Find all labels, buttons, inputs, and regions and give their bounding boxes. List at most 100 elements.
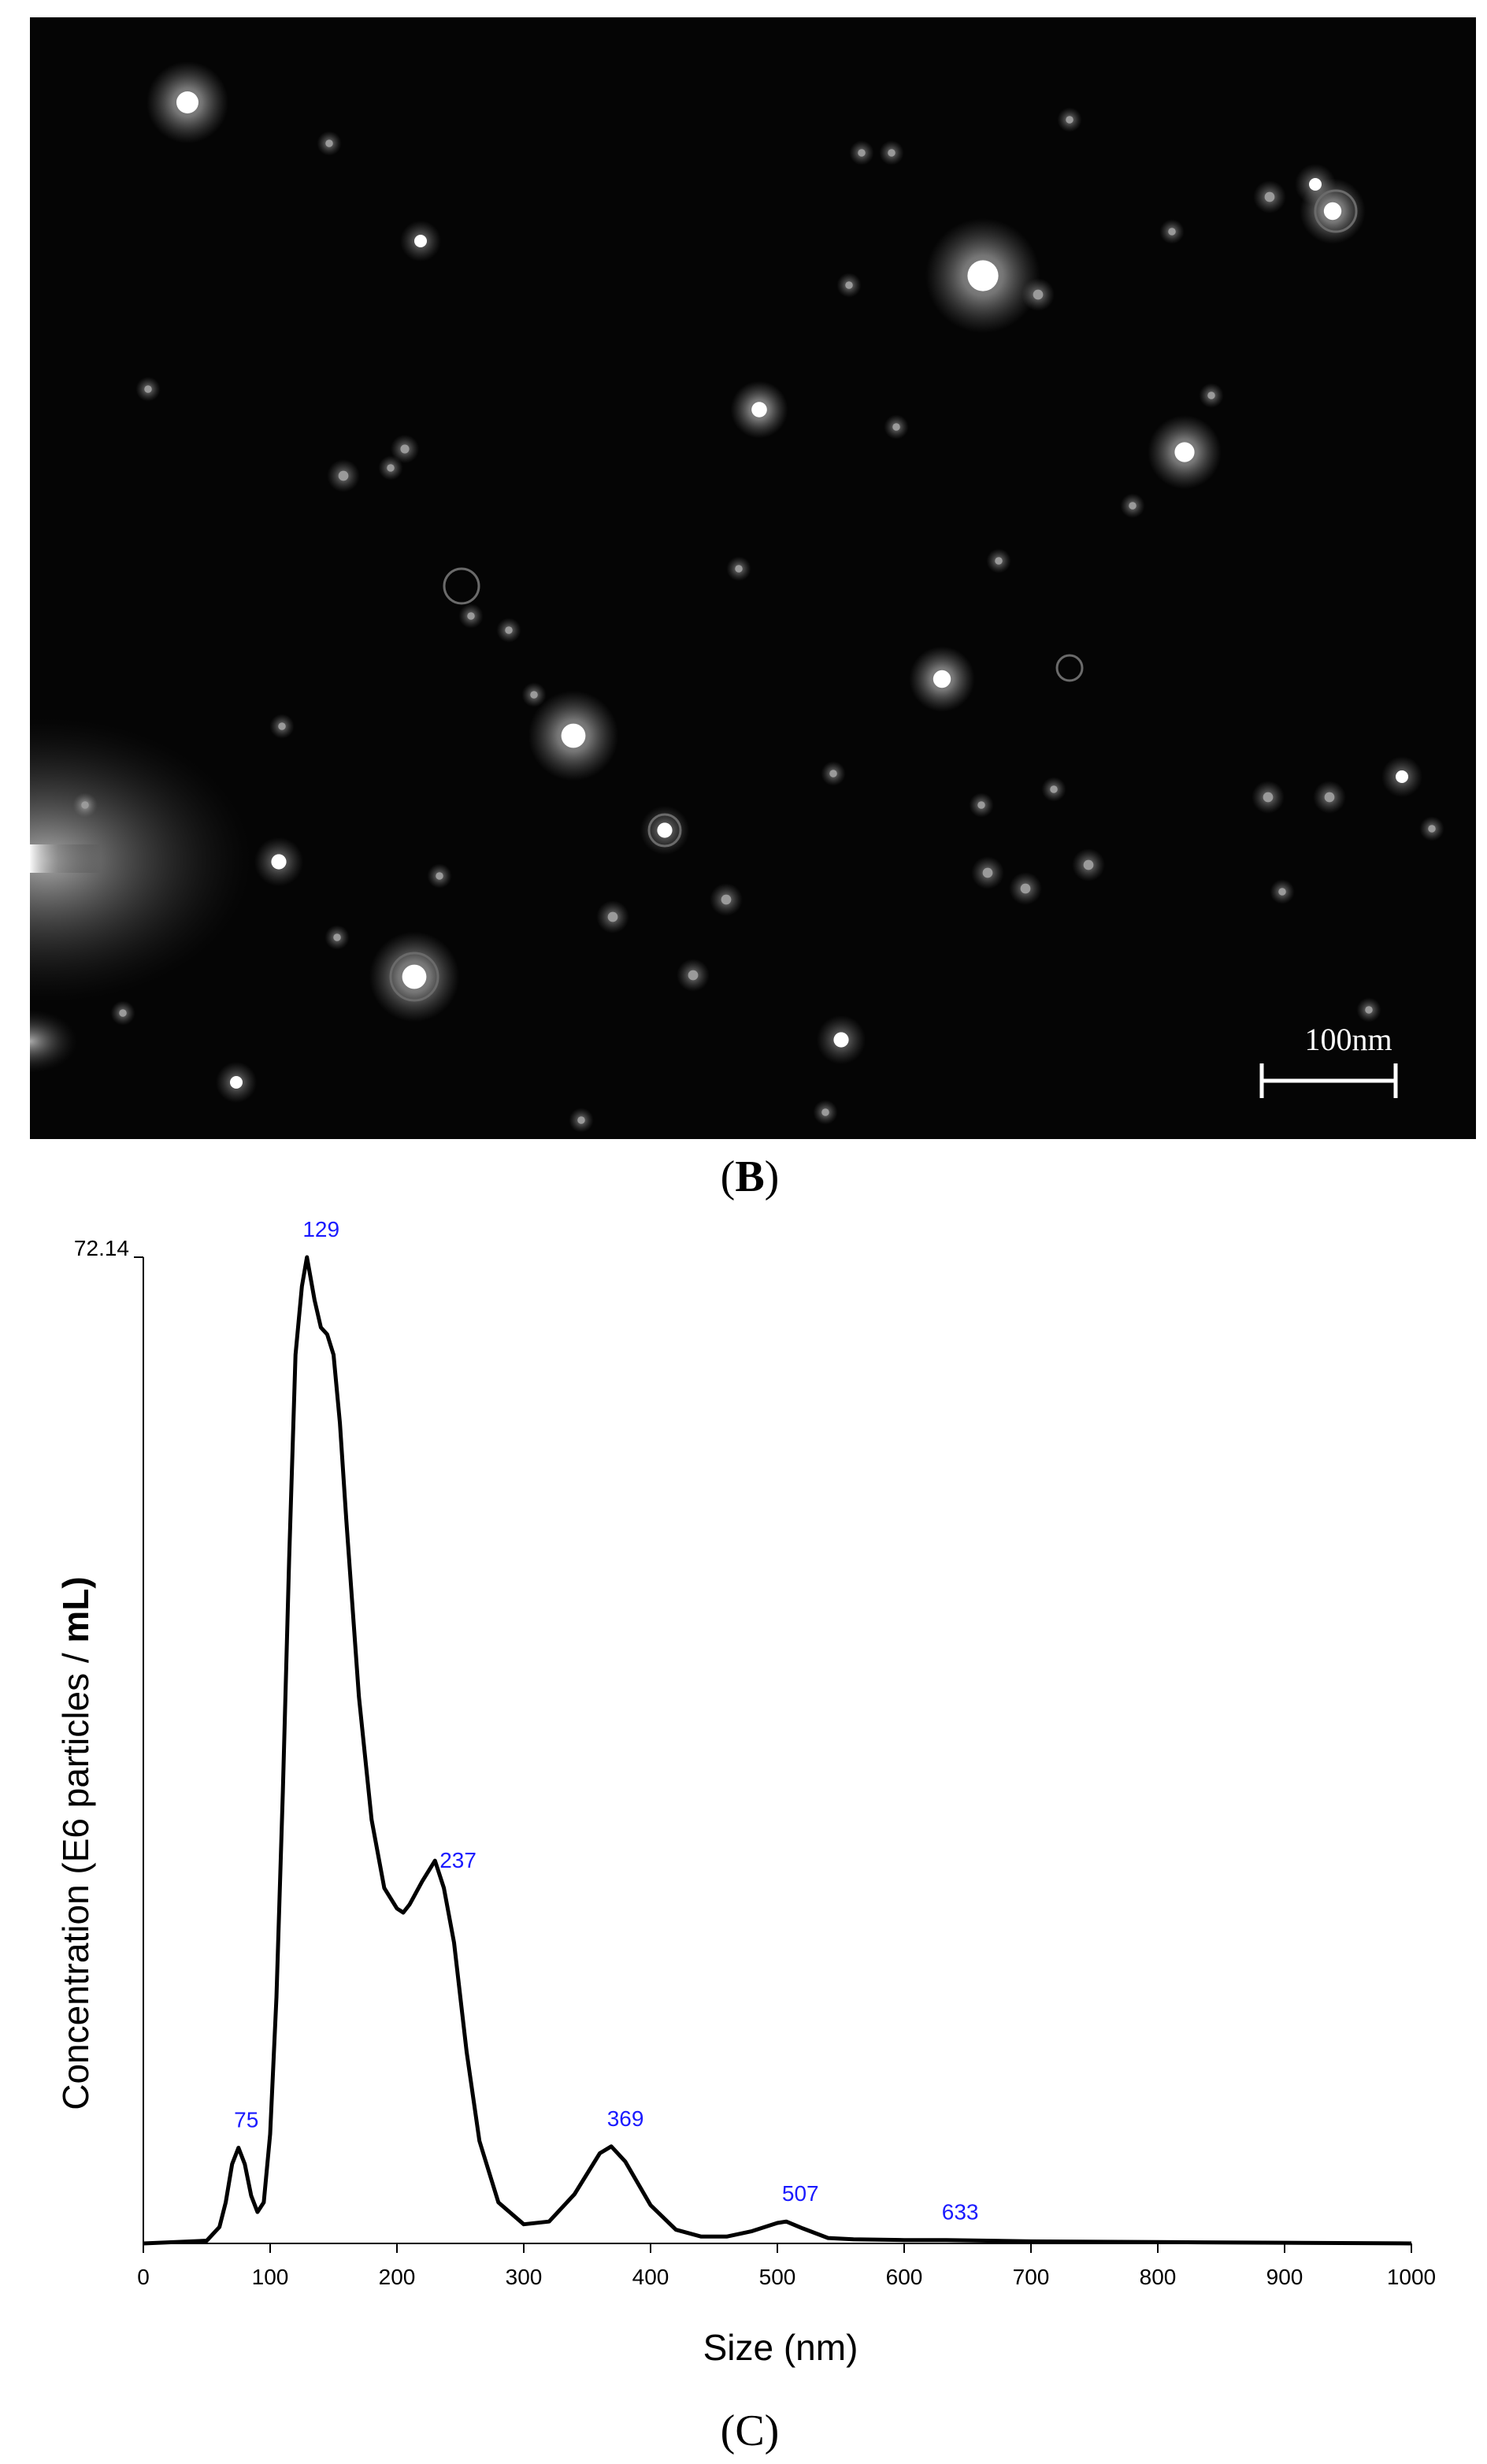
x-tick-label: 900	[1266, 2265, 1303, 2289]
particle	[1324, 792, 1335, 803]
particle	[436, 872, 443, 880]
left-edge-bright-streak	[30, 844, 101, 873]
peak-label: 237	[439, 1848, 477, 1872]
particle	[278, 722, 286, 730]
particle	[176, 91, 198, 113]
y-axis-label-unit: mL)	[55, 1576, 96, 1642]
particle	[1066, 116, 1074, 124]
particle	[1083, 859, 1094, 870]
particle	[402, 964, 427, 989]
particle	[325, 139, 333, 147]
micrograph-particles	[30, 61, 1444, 1133]
y-max-tick-label: 72.14	[74, 1236, 129, 1260]
particle	[1129, 502, 1137, 510]
particle	[81, 801, 89, 809]
particle	[271, 854, 287, 870]
x-tick-label: 1000	[1387, 2265, 1436, 2289]
particle	[821, 1108, 829, 1116]
particle	[982, 867, 993, 878]
peak-label: 507	[782, 2181, 819, 2206]
particle	[414, 235, 427, 247]
particle	[1033, 289, 1044, 300]
particle	[1428, 825, 1436, 833]
particle	[829, 770, 837, 777]
x-tick-label: 400	[632, 2265, 669, 2289]
particle	[888, 149, 896, 157]
panel-label-c: (C)	[720, 2406, 780, 2455]
particle	[144, 385, 152, 393]
particle	[1168, 228, 1176, 236]
particle	[858, 149, 866, 157]
particle	[833, 1032, 849, 1048]
x-tick-label: 200	[379, 2265, 416, 2289]
particle	[1263, 792, 1274, 803]
particle-ring	[443, 567, 480, 605]
scale-bar-label: 100nm	[1304, 1022, 1392, 1057]
particle	[1365, 1006, 1373, 1014]
x-tick-labels: 0 100 200 300 400 500 600 700 800 900 1000	[137, 2265, 1436, 2289]
x-tick-label: 500	[759, 2265, 796, 2289]
particle	[1050, 785, 1058, 793]
particle	[1323, 202, 1342, 221]
x-tick-label: 600	[886, 2265, 923, 2289]
particle	[333, 933, 341, 941]
particle	[1309, 178, 1322, 191]
particle	[1020, 883, 1031, 894]
particle	[338, 470, 349, 481]
particle	[977, 801, 985, 809]
particle	[1207, 391, 1215, 399]
particle-ring	[1055, 654, 1084, 682]
particle	[688, 970, 699, 981]
particle	[467, 612, 475, 620]
peak-label: 75	[234, 2108, 258, 2132]
x-tick-label: 300	[506, 2265, 543, 2289]
particle	[735, 565, 743, 573]
concentration-curve	[143, 1255, 1412, 2246]
particle	[721, 894, 732, 905]
y-axis-label: Concentration (E6 particles / mL)	[55, 1576, 96, 2110]
x-axis-label: Size (nm)	[703, 2327, 858, 2368]
particle-ring	[1314, 189, 1358, 233]
panel-letter-c: C	[735, 2406, 765, 2455]
x-tick-label: 0	[137, 2265, 150, 2289]
y-axis-label-main: Concentration (E6 particles /	[55, 1643, 96, 2110]
size-distribution-chart: 75 129 237 369 507 633 0 100 200 300 400 500 600 700…	[55, 1217, 1436, 2368]
particle	[995, 557, 1003, 565]
particle	[892, 423, 900, 431]
particle	[933, 670, 951, 688]
x-tick-label: 100	[252, 2265, 289, 2289]
particle	[967, 260, 999, 291]
x-tick-label: 800	[1140, 2265, 1177, 2289]
particle	[530, 691, 538, 699]
particle	[845, 281, 853, 289]
x-tick-label: 700	[1013, 2265, 1050, 2289]
peak-labels: 75 129 237 369 507 633	[234, 1217, 978, 2225]
particle	[561, 723, 586, 748]
peak-label: 369	[607, 2106, 644, 2131]
panel-label-b: (B)	[720, 1152, 780, 1201]
scale-bar	[1259, 1063, 1398, 1098]
particle	[505, 626, 513, 634]
particle	[387, 464, 395, 472]
panel-letter-b: B	[735, 1152, 765, 1201]
particle	[751, 402, 767, 417]
chart-axes	[134, 1256, 1412, 2253]
particles-group	[72, 61, 1444, 1133]
particle	[1278, 888, 1286, 896]
particle	[657, 822, 673, 838]
micrograph-image: 100nm	[30, 17, 1476, 1139]
particle-ring	[389, 952, 439, 1002]
left-edge-glow	[30, 718, 250, 1002]
particle	[1264, 191, 1275, 202]
particle	[230, 1076, 243, 1089]
peak-label: 129	[302, 1217, 339, 1241]
particle	[607, 911, 618, 922]
particle	[577, 1116, 585, 1124]
particle	[400, 444, 410, 454]
peak-label: 633	[942, 2200, 979, 2225]
left-bottom-glow	[30, 1010, 77, 1073]
particle-ring	[647, 813, 682, 848]
particle	[119, 1009, 127, 1017]
particle	[1396, 770, 1408, 783]
particle	[1174, 442, 1195, 462]
